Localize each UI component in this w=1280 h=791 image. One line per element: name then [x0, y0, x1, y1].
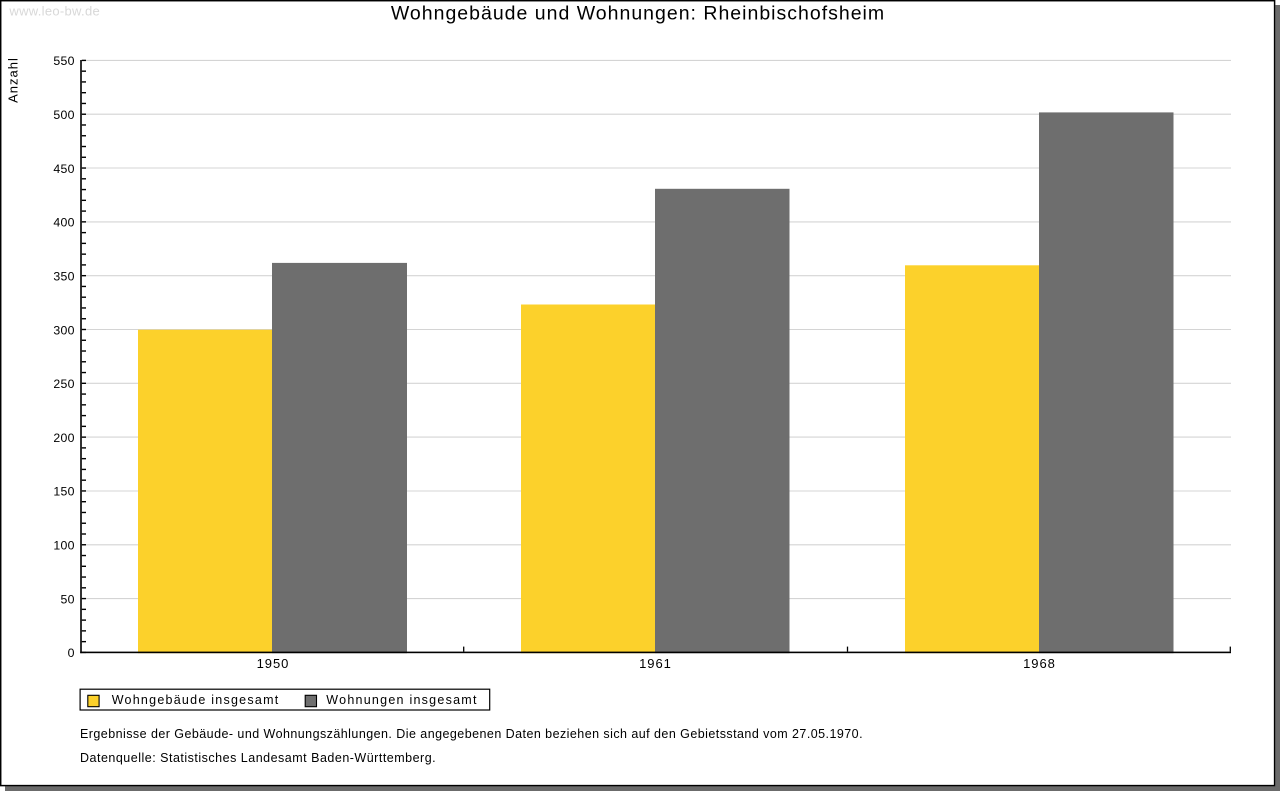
- svg-text:Wohngebäude und Wohnungen: Rhe: Wohngebäude und Wohnungen: Rheinbischofs…: [391, 2, 885, 24]
- svg-text:Datenquelle: Statistisches Lan: Datenquelle: Statistisches Landesamt Bad…: [80, 751, 436, 765]
- svg-text:Ergebnisse der Gebäude- und Wo: Ergebnisse der Gebäude- und Wohnungszähl…: [80, 727, 863, 741]
- svg-text:100: 100: [53, 539, 74, 553]
- svg-text:Wohngebäude insgesamt: Wohngebäude insgesamt: [112, 693, 280, 707]
- svg-text:300: 300: [53, 323, 74, 337]
- svg-text:Anzahl: Anzahl: [5, 57, 20, 103]
- svg-text:50: 50: [61, 592, 75, 606]
- svg-text:Wohnungen insgesamt: Wohnungen insgesamt: [326, 693, 477, 707]
- svg-text:1950: 1950: [257, 656, 290, 671]
- svg-text:250: 250: [53, 377, 74, 391]
- svg-text:1968: 1968: [1023, 656, 1056, 671]
- svg-text:500: 500: [53, 108, 74, 122]
- svg-text:400: 400: [53, 216, 74, 230]
- svg-text:550: 550: [53, 54, 74, 68]
- svg-text:www.leo-bw.de: www.leo-bw.de: [8, 4, 100, 19]
- svg-text:1961: 1961: [639, 656, 672, 671]
- svg-text:450: 450: [53, 162, 74, 176]
- svg-text:0: 0: [68, 646, 75, 660]
- svg-text:150: 150: [53, 485, 74, 499]
- svg-text:350: 350: [53, 270, 74, 284]
- svg-text:200: 200: [53, 431, 74, 445]
